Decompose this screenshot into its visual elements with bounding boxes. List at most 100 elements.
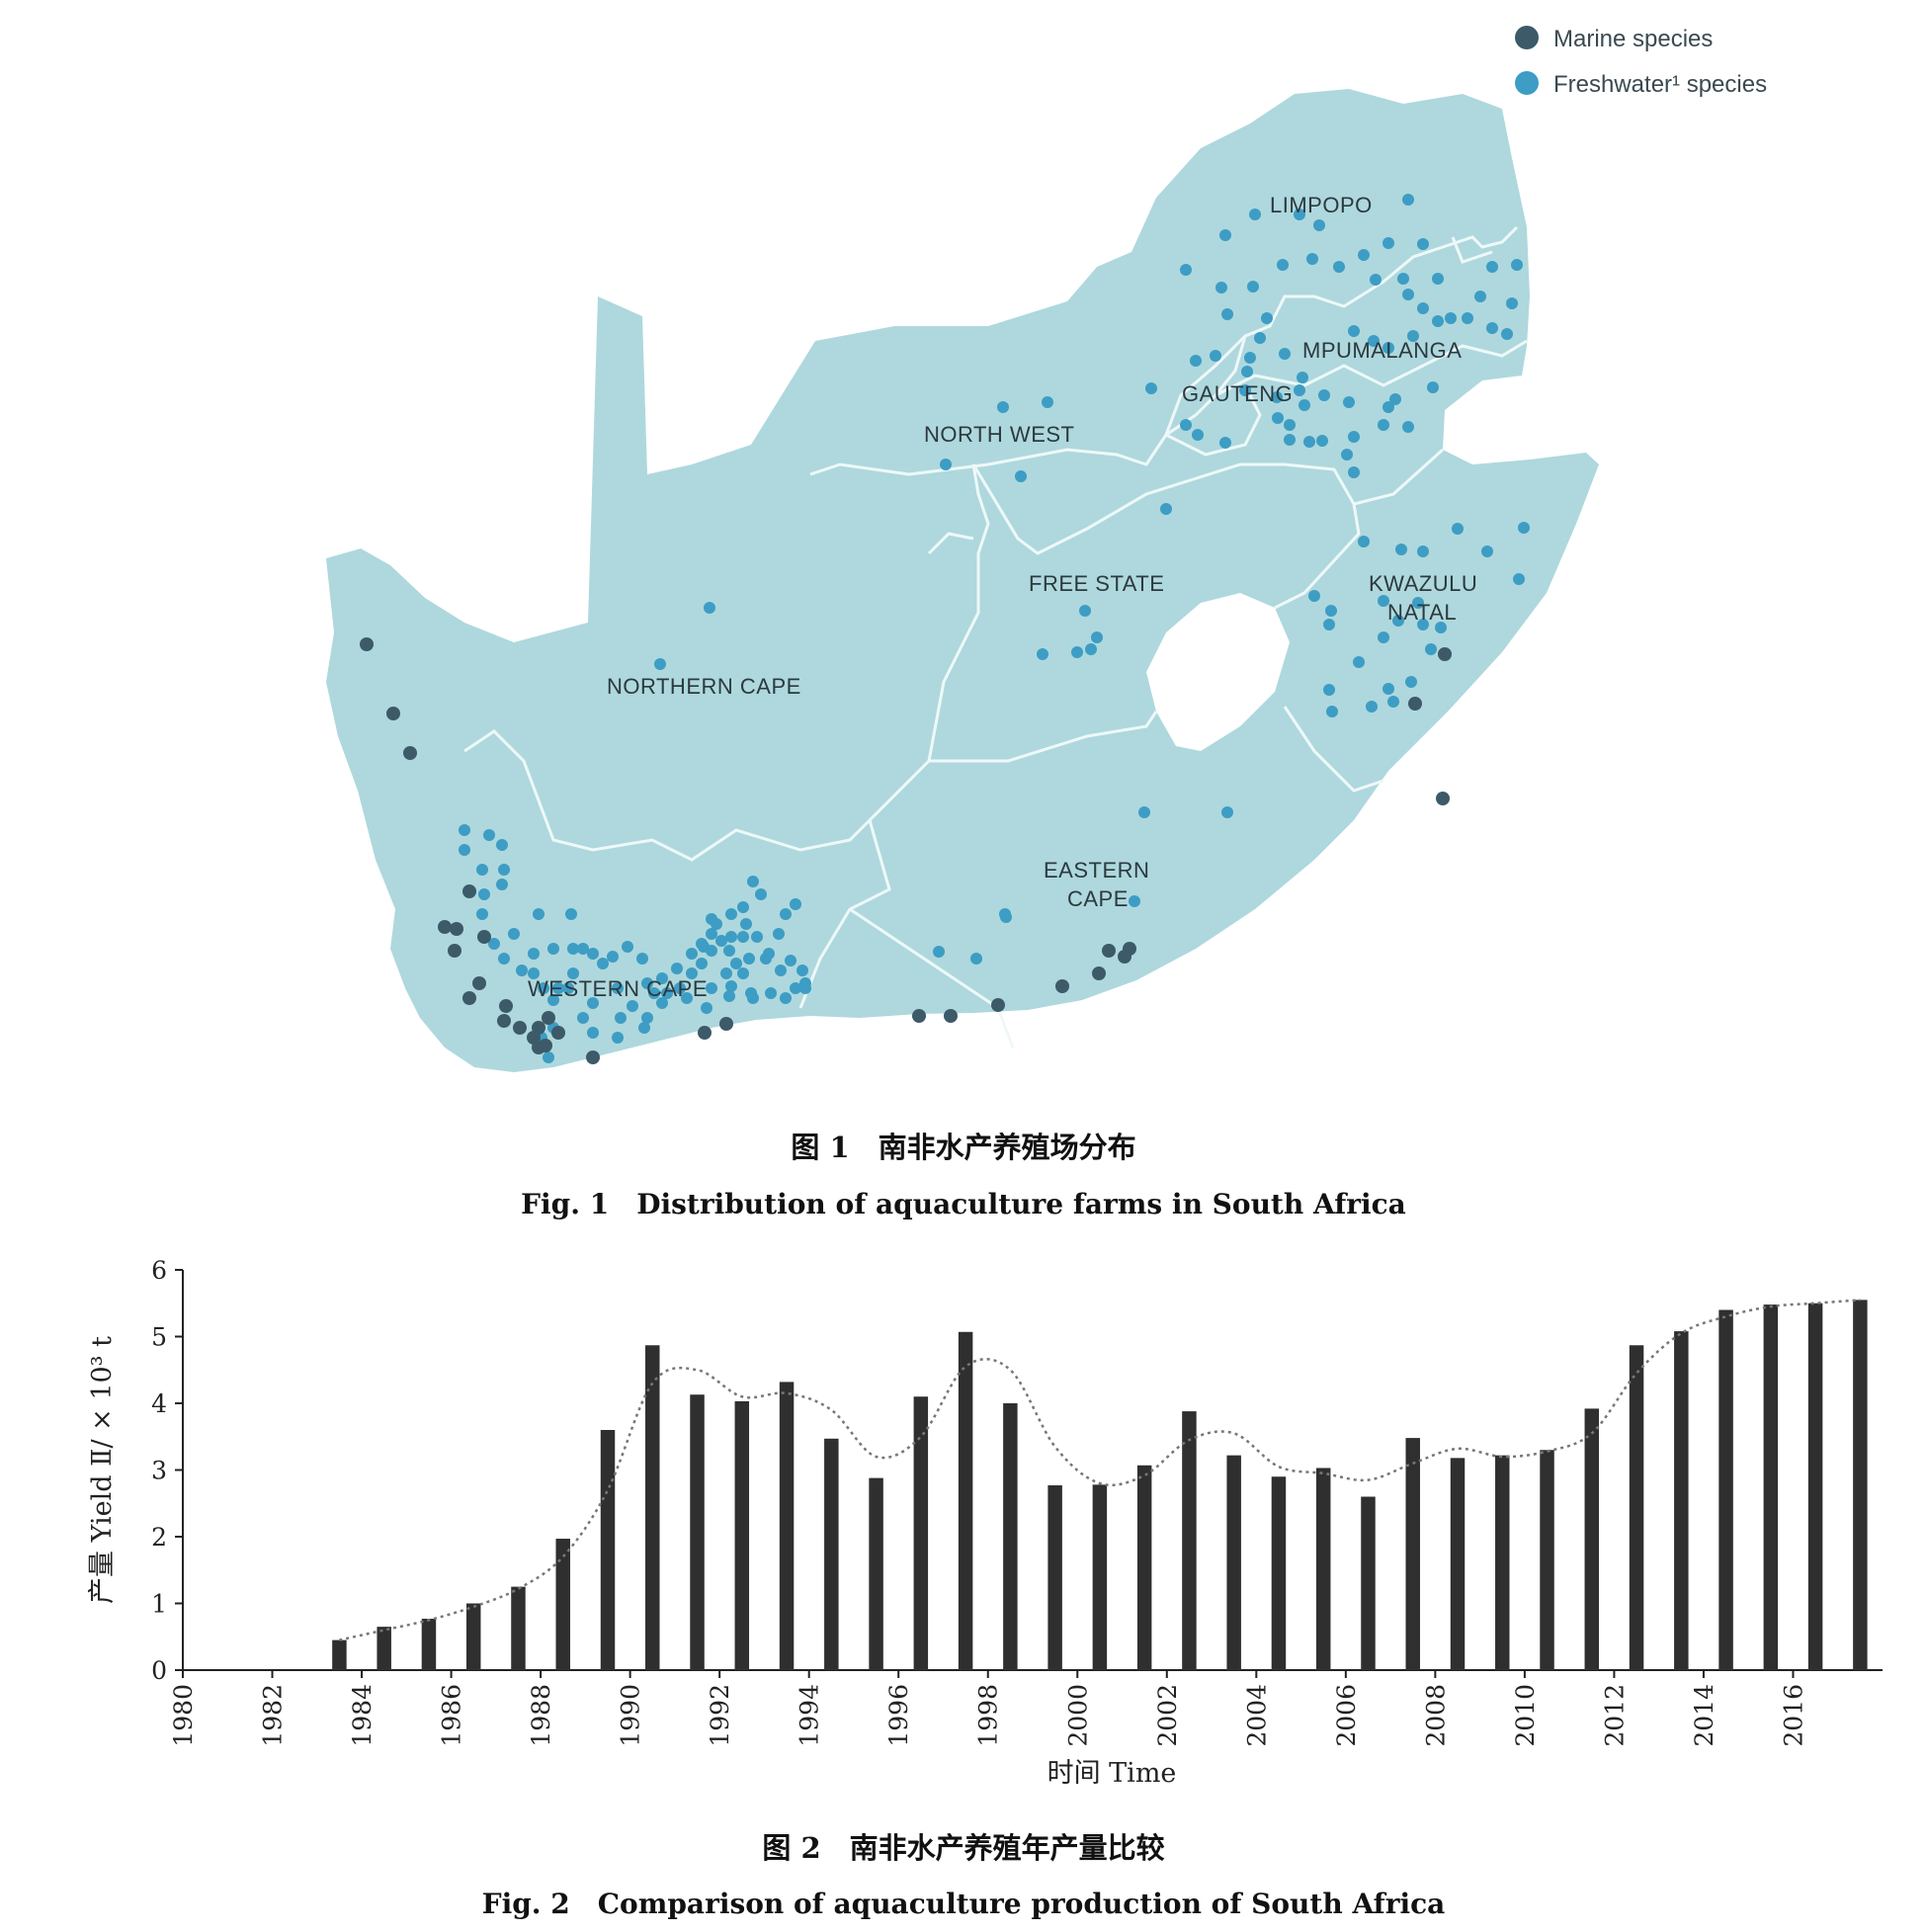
freshwater-farm-point — [1382, 401, 1394, 413]
freshwater-farm-point — [1481, 546, 1493, 557]
freshwater-farm-point — [1427, 381, 1439, 393]
y-tick-label: 6 — [151, 1256, 167, 1285]
bar — [958, 1331, 973, 1670]
freshwater-farm-point — [587, 1027, 599, 1039]
bar — [1584, 1408, 1600, 1670]
freshwater-farm-point — [661, 987, 673, 999]
freshwater-farm-point — [1358, 249, 1370, 261]
freshwater-farm-point — [1323, 619, 1335, 630]
figure1-caption-english: Fig. 1 Distribution of aquaculture farms… — [521, 1188, 1406, 1220]
bar — [734, 1400, 750, 1670]
map-legend: Marine species Freshwater¹ species — [1515, 26, 1767, 98]
freshwater-farm-point — [740, 918, 752, 930]
freshwater-farm-point — [1249, 209, 1261, 220]
freshwater-farm-point — [1160, 503, 1172, 515]
figure1-caption-chinese: 图 1 南非水产养殖场分布 — [791, 1131, 1136, 1164]
freshwater-farm-point — [1284, 434, 1296, 446]
freshwater-farm-point — [799, 982, 811, 994]
freshwater-farm-point — [1425, 643, 1437, 655]
freshwater-farm-point — [1239, 384, 1251, 396]
bar — [555, 1539, 570, 1670]
y-tick-label: 1 — [151, 1590, 167, 1619]
freshwater-farm-point — [715, 935, 727, 947]
freshwater-farm-point — [1392, 615, 1404, 627]
x-tick-label: 1986 — [438, 1684, 466, 1747]
lesotho-enclave — [1146, 593, 1290, 751]
marine-farm-point — [462, 884, 476, 898]
freshwater-farm-point — [547, 943, 559, 955]
freshwater-farm-point — [1306, 253, 1318, 265]
freshwater-farm-point — [1474, 291, 1486, 302]
freshwater-farm-points — [459, 194, 1530, 1063]
freshwater-farm-point — [1462, 312, 1473, 324]
marine-farm-point — [1123, 942, 1136, 956]
bar — [1450, 1458, 1466, 1670]
freshwater-farm-point — [1279, 348, 1291, 360]
freshwater-farm-point — [587, 948, 599, 960]
freshwater-farm-point — [1221, 806, 1233, 818]
bar — [1182, 1411, 1197, 1670]
freshwater-farm-point — [747, 992, 759, 1004]
freshwater-farm-point — [1192, 429, 1204, 441]
marine-farm-point — [1438, 647, 1452, 661]
x-tick-label: 2012 — [1600, 1684, 1629, 1747]
freshwater-farm-point — [1343, 396, 1355, 408]
freshwater-farm-point — [496, 879, 508, 890]
freshwater-farm-point — [785, 955, 796, 966]
freshwater-farm-point — [1015, 470, 1027, 482]
region-label-western-cape: WESTERN CAPE — [528, 976, 708, 1001]
freshwater-farm-point — [725, 931, 737, 943]
freshwater-farm-point — [1397, 273, 1409, 285]
freshwater-farm-point — [1402, 289, 1414, 300]
bar — [1540, 1450, 1554, 1670]
freshwater-farm-point — [1445, 312, 1457, 324]
production-bar-chart: 0 1 2 3 4 5 6 1980 1982 1984 1986 1988 1990 1992 1994 1… — [0, 1240, 1927, 1813]
x-tick-label: 2016 — [1779, 1684, 1807, 1747]
region-label-free-state: FREE STATE — [1029, 571, 1164, 596]
freshwater-farm-point — [940, 459, 952, 470]
freshwater-farm-point — [627, 1000, 638, 1012]
x-tick-label: 1992 — [706, 1684, 734, 1747]
freshwater-farm-point — [706, 928, 717, 940]
freshwater-farm-point — [1294, 209, 1305, 220]
freshwater-farm-point — [1254, 332, 1266, 344]
freshwater-farm-point — [1412, 597, 1424, 609]
freshwater-farm-point — [1417, 238, 1429, 250]
freshwater-farm-point — [648, 987, 660, 999]
x-tick-label: 1994 — [796, 1684, 824, 1747]
freshwater-farm-point — [1432, 273, 1444, 285]
region-label-gauteng: GAUTENG — [1182, 381, 1293, 406]
bar — [913, 1396, 929, 1670]
freshwater-farm-point — [674, 982, 686, 994]
freshwater-farm-point — [737, 901, 749, 913]
bar — [824, 1438, 839, 1670]
freshwater-farm-point — [1313, 219, 1325, 231]
freshwater-farm-point — [597, 958, 609, 969]
freshwater-farm-point — [706, 982, 717, 994]
x-tick-label: 1980 — [169, 1684, 198, 1747]
freshwater-farm-point — [1511, 259, 1523, 271]
freshwater-farm-point — [1277, 259, 1289, 271]
freshwater-farm-point — [1378, 595, 1389, 607]
bar — [1361, 1496, 1376, 1670]
bar — [1003, 1403, 1018, 1670]
freshwater-farm-point — [730, 958, 742, 969]
freshwater-farm-point — [1145, 382, 1157, 394]
marine-farm-point — [719, 1017, 733, 1031]
freshwater-farm-point — [775, 965, 787, 976]
freshwater-farm-point — [516, 965, 528, 976]
freshwater-farm-point — [1272, 412, 1284, 424]
freshwater-farm-point — [641, 1012, 653, 1024]
bar — [1629, 1345, 1644, 1670]
freshwater-farm-point — [1241, 366, 1253, 378]
freshwater-farm-point — [790, 898, 801, 910]
freshwater-farm-point — [615, 1012, 627, 1024]
y-tick-label: 5 — [151, 1323, 167, 1352]
freshwater-farm-point — [933, 946, 945, 958]
freshwater-farm-point — [671, 963, 683, 974]
freshwater-farm-point — [476, 908, 488, 920]
x-tick-label: 1996 — [884, 1684, 913, 1747]
freshwater-legend-marker — [1515, 71, 1539, 95]
freshwater-farm-point — [538, 982, 549, 994]
region-labels: LIMPOPO MPUMALANGA GAUTENG NORTH WEST FR… — [528, 193, 1477, 1001]
